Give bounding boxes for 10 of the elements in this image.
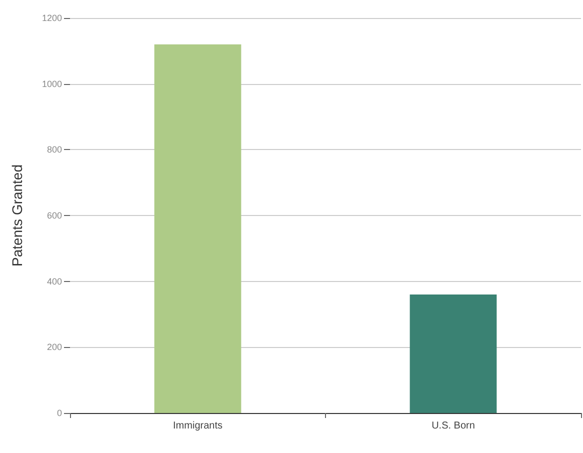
- y-axis-title: Patents Granted: [9, 164, 25, 266]
- y-tick-label: 200: [46, 342, 62, 352]
- x-tick-label: Immigrants: [173, 420, 222, 432]
- y-tick-label: 1000: [42, 78, 62, 89]
- y-tick-label: 400: [46, 276, 62, 286]
- x-tick-label: U.S. Born: [432, 420, 475, 432]
- y-tick-label: 1200: [42, 13, 62, 23]
- y-tick-label: 0: [56, 408, 62, 418]
- y-tick-label: 800: [46, 144, 62, 155]
- y-tick-label: 600: [46, 210, 62, 220]
